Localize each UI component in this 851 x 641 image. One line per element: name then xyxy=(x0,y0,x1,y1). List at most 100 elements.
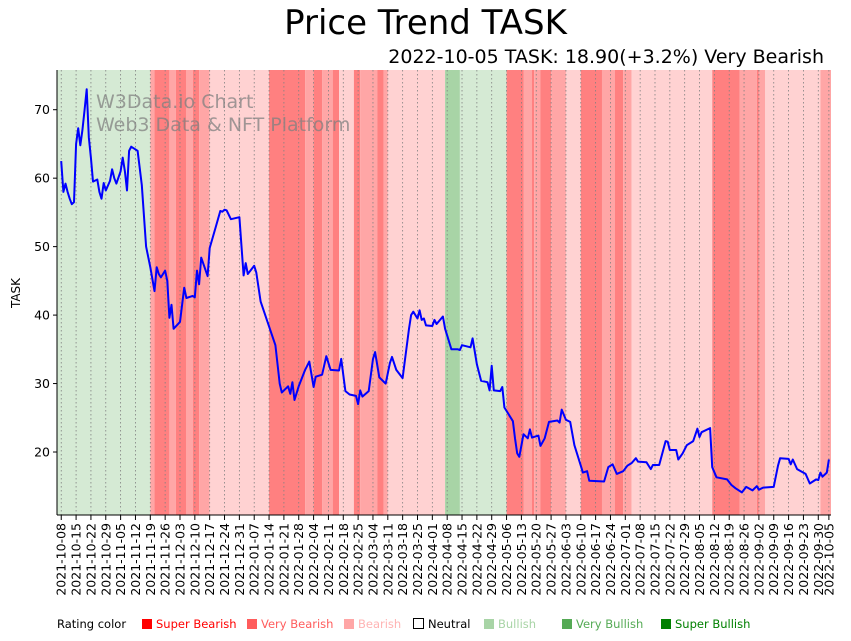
x-tick-label: 2022-04-29 xyxy=(484,523,499,596)
y-axis-label: TASK xyxy=(9,277,23,309)
x-tick-label: 2022-05-13 xyxy=(514,523,529,596)
x-tick-label: 2022-09-02 xyxy=(751,523,766,596)
rating-bands xyxy=(57,70,831,515)
rating-band-bearish xyxy=(551,70,566,515)
rating-band-bearish xyxy=(601,70,615,515)
y-tick-label: 60 xyxy=(34,171,50,186)
rating-band-very-bearish xyxy=(540,70,552,515)
rating-band-bearish xyxy=(322,70,333,515)
rating-band-neutral-bearish xyxy=(339,70,354,515)
rating-band-bearish xyxy=(758,70,766,515)
legend-item-super-bullish: Super Bullish xyxy=(661,617,750,631)
rating-band-bearish xyxy=(186,70,193,515)
x-tick-label: 2021-11-12 xyxy=(128,523,143,596)
x-tick-label: 2022-01-14 xyxy=(262,523,277,596)
rating-band-very-bearish xyxy=(712,70,740,515)
rating-band-very-bearish xyxy=(614,70,624,515)
y-tick-label: 70 xyxy=(34,102,50,117)
x-tick-label: 2022-05-20 xyxy=(529,523,544,596)
legend-title: Rating color xyxy=(57,617,127,631)
x-tick-label: 2022-04-22 xyxy=(469,523,484,596)
legend-item-neutral: Neutral xyxy=(413,617,470,631)
x-tick-label: 2022-04-15 xyxy=(455,523,470,596)
chart-title: Price Trend TASK xyxy=(284,3,567,43)
watermark: W3Data.io Chart Web3 Data & NFT Platform xyxy=(96,91,350,136)
rating-band-very-bearish xyxy=(580,70,602,515)
x-tick-label: 2022-09-23 xyxy=(796,523,811,596)
y-tick-label: 50 xyxy=(34,239,50,254)
legend-label: Bullish xyxy=(498,617,537,631)
x-tick-label: 2022-03-18 xyxy=(395,523,410,596)
rating-band-bearish xyxy=(534,70,541,515)
x-tick-label: 2022-08-19 xyxy=(722,523,737,596)
x-tick-label: 2022-10-05 xyxy=(821,523,836,596)
x-tick-label: 2021-11-05 xyxy=(113,523,128,596)
legend-swatch xyxy=(413,618,424,629)
x-tick-label: 2021-12-17 xyxy=(202,523,217,596)
legend-label: Very Bearish xyxy=(261,617,334,631)
axes xyxy=(56,70,831,516)
x-tick-label: 2022-09-16 xyxy=(781,523,796,596)
price-line xyxy=(60,88,830,494)
y-tick-label: 40 xyxy=(34,308,50,323)
rating-band-very-bullish xyxy=(445,70,460,515)
rating-band-very-bearish xyxy=(313,70,323,515)
rating-band-very-bearish xyxy=(175,70,187,515)
legend-label: Very Bullish xyxy=(576,617,644,631)
legend-swatch xyxy=(484,619,494,629)
x-tick-label: 2022-02-18 xyxy=(336,523,351,596)
x-tick-label: 2021-12-10 xyxy=(187,523,202,596)
x-tick-label: 2022-08-12 xyxy=(707,523,722,596)
legend-item-super-bearish: Super Bearish xyxy=(142,617,237,631)
x-tick-label: 2022-06-10 xyxy=(573,523,588,596)
rating-band-very-bearish xyxy=(506,70,524,515)
y-tick-label: 30 xyxy=(34,376,50,391)
watermark-line-2: Web3 Data & NFT Platform xyxy=(96,114,350,136)
rating-band-bearish xyxy=(623,70,632,515)
rating-band-bearish xyxy=(383,70,388,515)
x-tick-label: 2022-06-24 xyxy=(603,523,618,596)
x-tick-label: 2022-07-15 xyxy=(648,523,663,596)
x-tick-label: 2022-08-26 xyxy=(737,523,752,596)
legend-item-bullish: Bullish xyxy=(484,617,536,631)
x-tick-label: 2022-03-25 xyxy=(410,523,425,596)
rating-band-bullish xyxy=(57,70,151,515)
x-tick-label: 2022-09-30 xyxy=(811,523,826,596)
x-tick-label: 2022-06-17 xyxy=(588,523,603,596)
rating-band-bearish xyxy=(150,70,155,515)
rating-band-very-bearish xyxy=(756,70,759,515)
rating-band-very-bearish xyxy=(532,70,535,515)
x-tick-label: 2022-06-03 xyxy=(558,523,573,596)
watermark-line-1: W3Data.io Chart xyxy=(96,91,253,113)
legend-swatch xyxy=(344,619,354,629)
y-tick-label: 20 xyxy=(34,445,50,460)
x-tick-label: 2022-09-09 xyxy=(766,523,781,596)
x-ticks: 2021-10-08 2021-10-15 2021-10-22 2021-10-29… xyxy=(54,515,836,596)
x-tick-label: 2022-07-08 xyxy=(633,523,648,596)
rating-band-very-bearish xyxy=(269,70,306,515)
legend-label: Neutral xyxy=(428,617,471,631)
x-tick-label: 2021-10-15 xyxy=(69,523,84,596)
rating-band-bearish xyxy=(820,70,831,515)
legend-label: Super Bearish xyxy=(156,617,237,631)
legend-item-very-bearish: Very Bearish xyxy=(247,617,333,631)
x-tick-label: 2022-03-04 xyxy=(366,523,381,596)
x-tick-label: 2022-07-22 xyxy=(662,523,677,596)
rating-band-neutral-bearish xyxy=(631,70,713,515)
rating-band-bearish xyxy=(360,70,378,515)
rating-band-very-bearish xyxy=(353,70,361,515)
x-tick-label: 2022-05-27 xyxy=(544,523,559,596)
x-tick-label: 2022-02-04 xyxy=(306,523,321,596)
rating-band-neutral-bearish xyxy=(387,70,446,515)
x-tick-label: 2022-03-11 xyxy=(380,523,395,596)
x-tick-label: 2021-10-08 xyxy=(54,523,69,596)
x-tick-label: 2021-10-29 xyxy=(98,523,113,596)
rating-band-bearish xyxy=(523,70,533,515)
chart-subtitle: 2022-10-05 TASK: 18.90(+3.2%) Very Beari… xyxy=(388,46,824,68)
x-tick-label: 2022-07-29 xyxy=(677,523,692,596)
x-tick-label: 2021-11-19 xyxy=(143,523,158,596)
rating-band-neutral-bearish xyxy=(765,70,821,515)
x-tick-label: 2022-01-21 xyxy=(276,523,291,596)
x-tick-label: 2021-12-24 xyxy=(217,523,232,596)
